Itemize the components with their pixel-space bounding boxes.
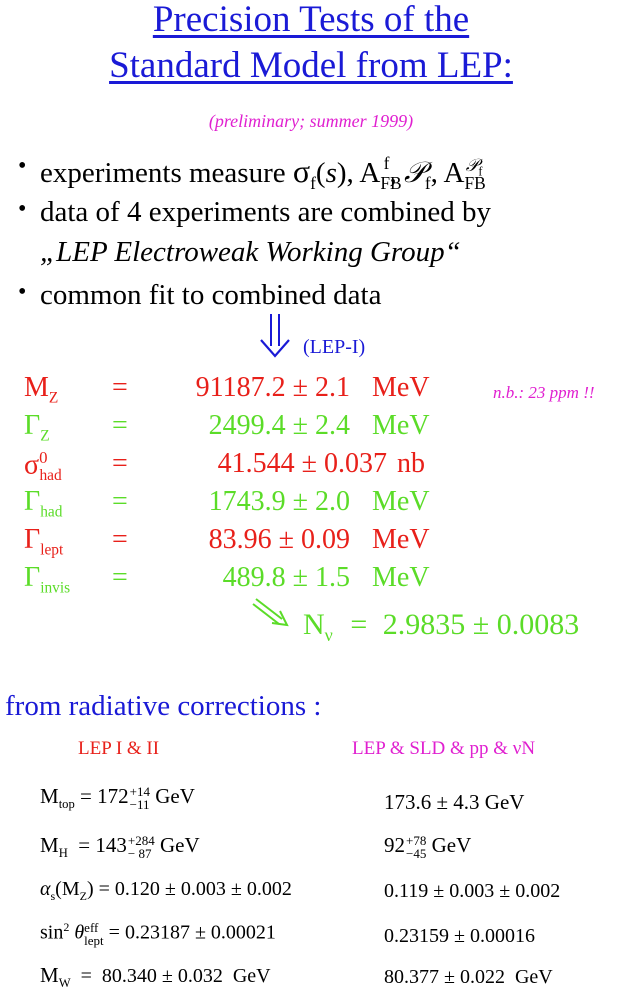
mh-right: 92 +78 −45 GeV: [384, 833, 472, 862]
neutrino-number: Nν = 2.9835 ± 0.0083: [303, 608, 579, 646]
bullet-2-line-1: data of 4 experiments are combined by: [40, 196, 491, 228]
column-lep12: LEP I & II: [78, 738, 160, 759]
bullet-2: • data of 4 experiments are combined by …: [0, 196, 622, 276]
subtitle: (preliminary; summer 1999): [208, 111, 414, 131]
bullet-dot-icon: •: [18, 279, 27, 305]
bullet-2-line-2: „LEP Electroweak Working Group“: [40, 236, 461, 268]
bullet-3-text: common fit to combined data: [40, 279, 382, 311]
result-value: 1743.9 ± 2.0: [208, 486, 350, 517]
result-equals: =: [112, 562, 128, 593]
precision-note: n.b.: 23 ppm !!: [493, 383, 595, 402]
result-symbol: Γlept: [24, 524, 64, 559]
mh-left: MH = 143 +284− 87 GeV: [40, 833, 200, 862]
nnu-value: 2.9835 ± 0.0083: [382, 608, 580, 641]
result-unit: MeV: [372, 486, 430, 517]
result-symbol: σ0had: [24, 448, 62, 484]
result-row: Γhad = 1743.9 ± 2.0 MeV: [24, 486, 464, 524]
nnu-symbol: N: [303, 608, 325, 641]
mtop-left: Mtop = 172 +14 −11 GeV: [40, 784, 195, 813]
bullet-1: • experiments measure σf(s), AFBf, 𝒫f, A…: [0, 153, 622, 193]
sin2theta-left: sin2 θ eff lept = 0.23187 ± 0.00021: [40, 920, 276, 949]
result-row: MZ = 91187.2 ± 2.1 MeV: [24, 372, 464, 410]
mw-left: MW = 80.340 ± 0.032 GeV: [40, 963, 271, 991]
nnu-eq: =: [350, 608, 368, 641]
column-combined: LEP & SLD & pp & νN: [352, 738, 536, 759]
observables-formula: σf(s), AFBf, 𝒫f, AFB𝒫f: [292, 153, 486, 193]
result-symbol: Γhad: [24, 486, 63, 521]
result-symbol: ΓZ: [24, 410, 50, 445]
title-line-2: Standard Model from LEP:: [109, 45, 513, 86]
result-value: 489.8 ± 1.5: [222, 562, 350, 593]
radiative-heading: from radiative corrections :: [5, 690, 322, 722]
alphas-left: αs(MZ) = 0.120 ± 0.003 ± 0.002: [40, 878, 292, 903]
result-equals: =: [112, 372, 128, 403]
result-value: 91187.2 ± 2.1: [195, 372, 350, 403]
result-row: Γinvis = 489.8 ± 1.5 MeV: [24, 562, 464, 600]
bullet-1-text: experiments measure: [40, 157, 293, 189]
sin2theta-right: 0.23159 ± 0.00016: [384, 925, 535, 947]
result-value: 83.96 ± 0.09: [208, 524, 350, 555]
lep1-label: (LEP-I): [303, 336, 366, 358]
bullet-3: • common fit to combined data: [0, 279, 622, 319]
result-equals: =: [112, 524, 128, 555]
result-unit: MeV: [372, 372, 430, 403]
result-row: ΓZ = 2499.4 ± 2.4 MeV: [24, 410, 464, 448]
alphas-right: 0.119 ± 0.003 ± 0.002: [384, 880, 561, 902]
result-unit: nb: [397, 448, 425, 479]
mtop-right: 173.6 ± 4.3 GeV: [384, 790, 525, 814]
result-unit: MeV: [372, 524, 430, 555]
result-value: 41.544 ± 0.037: [217, 448, 387, 479]
result-symbol: MZ: [24, 372, 59, 407]
nnu-sub: ν: [324, 625, 333, 645]
result-value: 2499.4 ± 2.4: [208, 410, 350, 441]
result-symbol: Γinvis: [24, 562, 71, 597]
bullet-dot-icon: •: [18, 153, 27, 179]
title-line-1: Precision Tests of the: [152, 0, 470, 40]
bullet-dot-icon: •: [18, 196, 27, 222]
result-equals: =: [112, 410, 128, 441]
result-equals: =: [112, 486, 128, 517]
result-equals: =: [112, 448, 128, 479]
diagonal-arrow-icon: [252, 595, 292, 634]
result-unit: MeV: [372, 562, 430, 593]
results-table: MZ = 91187.2 ± 2.1 MeV ΓZ = 2499.4 ± 2.4 MeV σ0h…: [24, 372, 464, 632]
double-down-arrow-icon: [258, 312, 292, 363]
mw-right: 80.377 ± 0.022 GeV: [384, 966, 553, 988]
result-row: Γlept = 83.96 ± 0.09 MeV: [24, 524, 464, 562]
result-row: σ0had = 41.544 ± 0.037 nb: [24, 448, 464, 486]
result-unit: MeV: [372, 410, 430, 441]
